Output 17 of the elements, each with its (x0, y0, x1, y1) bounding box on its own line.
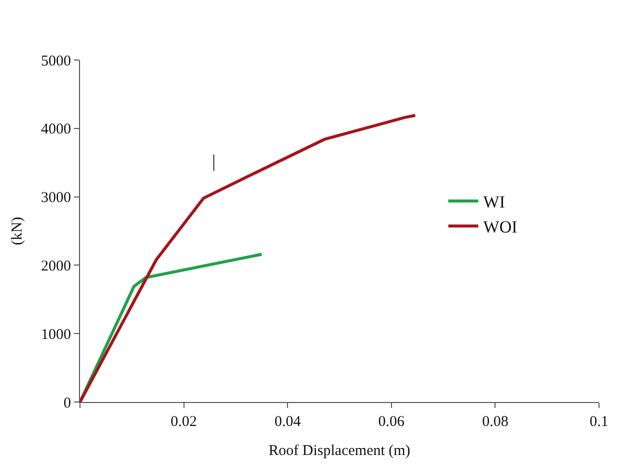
x-tick-label: 0.04 (274, 414, 302, 430)
y-axis-title: (kN) (9, 216, 26, 246)
y-tick-label: 5000 (41, 53, 71, 70)
x-tick-label: 0.1 (590, 414, 608, 430)
x-tick-label: 0.08 (482, 414, 508, 430)
line-series (80, 114, 417, 402)
y-tick-label: 2000 (41, 258, 71, 274)
y-tick-label: 4000 (41, 122, 71, 138)
x-tick-label: 0.06 (378, 414, 406, 430)
x-axis-title: Roof Displacement (m) (268, 443, 410, 459)
annotation: | (212, 151, 216, 171)
x-tick-label: 0.02 (170, 414, 197, 430)
legend-label: WOI (483, 218, 518, 237)
legend-label: WI (483, 192, 506, 212)
y-tick-label: 0 (64, 395, 71, 412)
y-tick-label: 1000 (41, 326, 71, 343)
y-tick-label: 3000 (41, 190, 71, 206)
